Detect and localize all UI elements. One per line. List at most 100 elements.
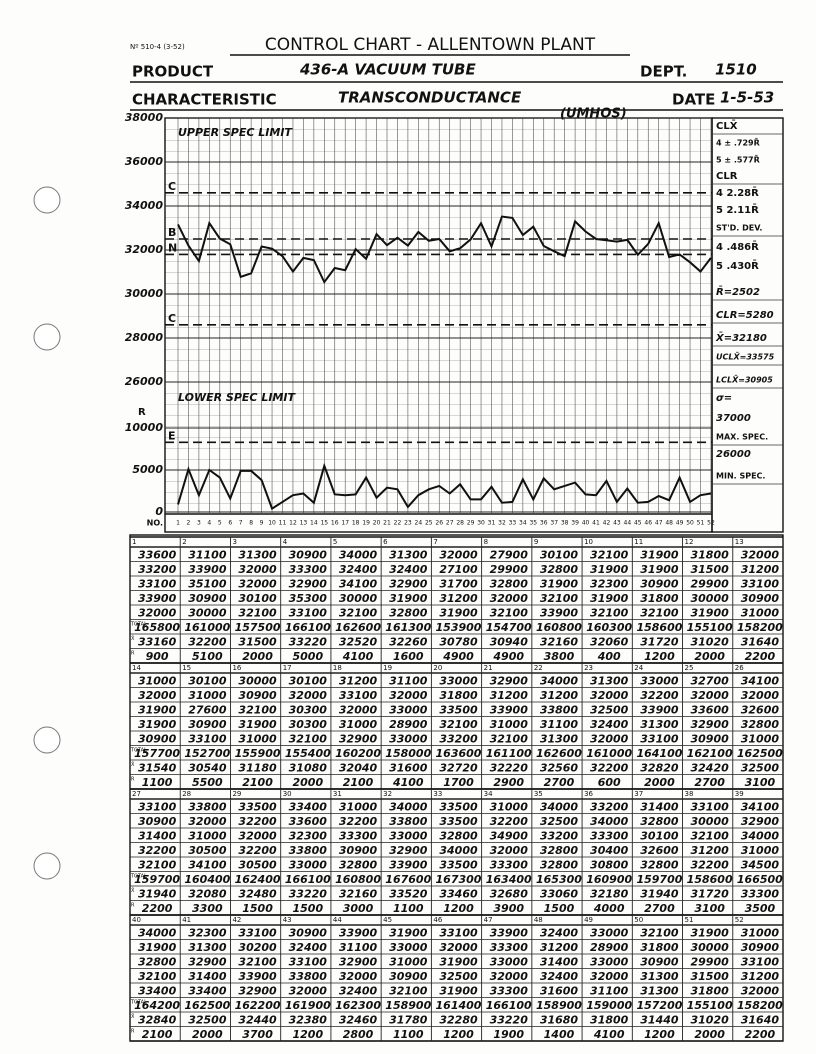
cell-value: 31000 [490, 718, 529, 731]
cell-value: 32680 [490, 887, 529, 900]
cell-value: 30900 [691, 732, 730, 745]
cell-value: 31100 [590, 984, 629, 997]
cell-value: 31900 [138, 718, 177, 731]
cell-value: 2000 [242, 650, 273, 663]
cell-value: 2000 [192, 1028, 223, 1041]
cell-value: 32160 [339, 887, 378, 900]
row-label: TOTAL [130, 747, 147, 753]
cell-value: 34900 [490, 829, 529, 842]
cell-value: 33900 [490, 703, 529, 716]
cell-value: 2800 [343, 1028, 374, 1041]
cell-value: 30900 [188, 592, 227, 605]
subgroup-number: 10 [268, 520, 276, 527]
subgroup-number: 44 [624, 520, 632, 527]
cell-value: 30000 [691, 815, 730, 828]
cell-value: 30100 [540, 548, 579, 561]
cell-value: 30000 [188, 606, 227, 619]
cell-value: 32440 [238, 1013, 277, 1026]
subgroup-number: 7 [239, 520, 243, 527]
dept-label: DEPT. [640, 63, 687, 81]
cell-value: 161400 [436, 999, 482, 1012]
cell-value: 33200 [138, 563, 177, 576]
cell-value: 32200 [138, 844, 177, 857]
cell-value: 32800 [540, 844, 579, 857]
subgroup-number: 51 [697, 520, 705, 527]
cell-value: 34000 [540, 800, 579, 813]
cell-value: 32000 [741, 984, 780, 997]
control-line-label: C [168, 312, 176, 325]
column-number: 42 [232, 916, 241, 924]
cell-value: 32400 [540, 926, 579, 939]
cell-value: 32400 [590, 718, 629, 731]
cell-value: 32000 [389, 689, 428, 702]
cell-value: 34100 [339, 577, 378, 590]
cell-value: 32200 [691, 858, 730, 871]
cell-value: 33500 [439, 815, 478, 828]
cell-value: 31400 [138, 829, 177, 842]
date-label: DATE [672, 91, 715, 109]
cell-value: 162300 [335, 999, 381, 1012]
side-panel-text: 5 .430R̄ [716, 259, 759, 272]
cell-value: 158000 [385, 747, 431, 760]
cell-value: 32000 [590, 732, 629, 745]
cell-value: 31900 [439, 955, 478, 968]
cell-value: 30940 [490, 635, 529, 648]
column-number: 8 [484, 538, 488, 546]
cell-value: 31100 [540, 718, 579, 731]
cell-value: 31640 [741, 635, 780, 648]
cell-value: 32100 [490, 732, 529, 745]
cell-value: 32900 [339, 955, 378, 968]
column-number: 36 [584, 790, 593, 798]
cell-value: 32900 [691, 718, 730, 731]
cell-value: 164200 [134, 999, 180, 1012]
cell-value: 32500 [741, 761, 780, 774]
cell-value: 2000 [292, 776, 323, 789]
cell-value: 32100 [540, 592, 579, 605]
form-number: Nº 510-4 (3-52) [130, 43, 185, 51]
subgroup-number: 1 [176, 520, 180, 527]
cell-value: 31900 [439, 984, 478, 997]
cell-value: 31900 [640, 548, 679, 561]
side-panel-text: 5 ± .577R̄ [716, 154, 760, 164]
cell-value: 159700 [636, 873, 682, 886]
cell-value: 32000 [691, 689, 730, 702]
cell-value: 32800 [389, 606, 428, 619]
side-panel-text: CLR=5280 [716, 310, 774, 321]
cell-value: 32380 [289, 1013, 328, 1026]
cell-value: 33520 [389, 887, 428, 900]
cell-value: 162200 [235, 999, 281, 1012]
cell-value: 32420 [691, 761, 730, 774]
cell-value: 31000 [188, 689, 227, 702]
cell-value: 33220 [490, 1013, 529, 1026]
cell-value: 155900 [235, 747, 281, 760]
column-number: 27 [132, 790, 141, 798]
cell-value: 32100 [238, 955, 277, 968]
side-panel-text: 4 ± .729R̄ [716, 137, 760, 147]
column-number: 9 [534, 538, 538, 546]
cell-value: 32720 [439, 761, 478, 774]
product-label: PRODUCT [132, 63, 214, 81]
column-number: 17 [283, 664, 292, 672]
cell-value: 32000 [741, 548, 780, 561]
cell-value: 31300 [238, 548, 277, 561]
column-number: 40 [132, 916, 141, 924]
cell-value: 30900 [741, 592, 780, 605]
characteristic-label: CHARACTERISTIC [132, 91, 277, 109]
cell-value: 32800 [439, 829, 478, 842]
lower-spec-label: LOWER SPEC LIMIT [178, 391, 296, 404]
cell-value: 5100 [192, 650, 223, 663]
cell-value: 33800 [289, 970, 328, 983]
cell-value: 32100 [238, 606, 277, 619]
cell-value: 33300 [490, 858, 529, 871]
cell-value: 157200 [636, 999, 682, 1012]
subgroup-number: 23 [404, 520, 412, 527]
column-number: 23 [584, 664, 593, 672]
cell-value: 31900 [691, 926, 730, 939]
control-line-label: B [168, 226, 176, 239]
cell-value: 166100 [285, 621, 331, 634]
cell-value: 3900 [493, 902, 524, 915]
cell-value: 34000 [590, 815, 629, 828]
cell-value: 155100 [687, 621, 733, 634]
cell-value: 33900 [540, 606, 579, 619]
subgroup-number: 19 [362, 520, 370, 527]
